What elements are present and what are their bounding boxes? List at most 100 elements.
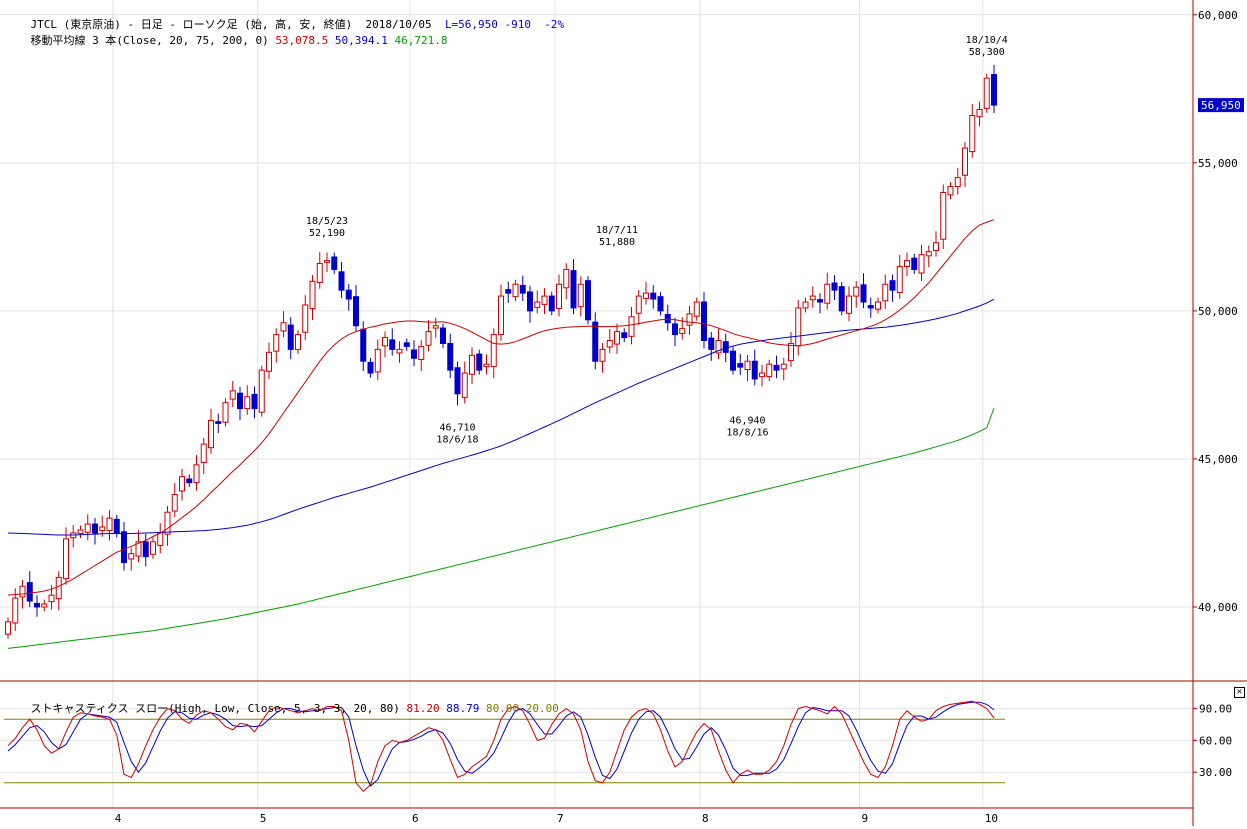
candle — [824, 272, 831, 310]
candle-body — [99, 526, 106, 532]
candle-body — [621, 332, 628, 339]
candle — [70, 524, 77, 548]
stoch-tick-label: 60.00 — [1199, 734, 1232, 747]
candle-body — [904, 260, 910, 267]
candle-body — [12, 597, 19, 624]
candle-body — [853, 286, 860, 297]
month-label: 8 — [702, 812, 709, 825]
candle-body — [135, 541, 142, 557]
candle-body — [505, 289, 512, 294]
candle-body — [150, 541, 156, 555]
candle-body — [875, 301, 881, 310]
candle — [316, 251, 323, 289]
candle-body — [541, 295, 548, 305]
candle-body — [701, 301, 707, 341]
candle-body — [585, 280, 591, 321]
candle — [954, 167, 961, 195]
candle-body — [92, 523, 98, 534]
candle-body — [795, 307, 802, 347]
candle — [309, 275, 316, 321]
candle-body — [432, 325, 439, 329]
candle — [541, 288, 548, 315]
candle-body — [157, 532, 164, 546]
price-tick-label: 40,000 — [1198, 601, 1238, 614]
candle — [592, 312, 599, 370]
candle — [55, 571, 62, 611]
close-panel-button[interactable]: ✕ — [1234, 687, 1245, 698]
candle-body — [469, 354, 475, 375]
chart-title: JTCL (東京原油) - 日足 - ローソク足 (始, 高, 安, 終値) — [30, 18, 353, 31]
candle-body — [679, 328, 686, 334]
stoch-d-line — [7, 701, 995, 787]
candle-body — [208, 419, 214, 449]
candle-body — [26, 582, 33, 602]
candle — [454, 361, 461, 406]
candle-body — [237, 392, 243, 410]
candle — [374, 339, 381, 380]
annotation-line1: 18/5/23 — [306, 216, 348, 227]
candle-body — [483, 363, 490, 368]
month-label: 4 — [115, 812, 122, 825]
candle — [164, 506, 171, 546]
candle — [730, 346, 736, 375]
candle — [519, 275, 526, 302]
candle-body — [353, 296, 359, 327]
candle-body — [715, 340, 722, 354]
candle-body — [331, 256, 338, 270]
candle-body — [476, 353, 483, 371]
candle — [585, 276, 591, 325]
candle — [650, 285, 657, 309]
candle-body — [106, 517, 113, 532]
candle — [838, 282, 845, 316]
candle — [295, 330, 301, 354]
candle-body — [730, 350, 736, 371]
month-label: 9 — [862, 812, 869, 825]
candle — [672, 317, 678, 347]
candle-body — [374, 348, 381, 373]
candle-body — [925, 251, 932, 257]
candle — [324, 252, 330, 273]
annotation-line1: 46,940 — [729, 415, 765, 426]
candle-body — [570, 270, 577, 309]
candle-body — [171, 493, 178, 512]
candle-body — [650, 292, 657, 300]
candle — [26, 571, 33, 608]
candle-body — [389, 339, 396, 350]
candle-body — [534, 301, 541, 308]
candle — [635, 289, 642, 325]
candle-body — [403, 342, 410, 347]
candle — [853, 280, 860, 308]
candle-body — [34, 602, 40, 608]
candle-body — [759, 372, 765, 378]
ma75-line — [7, 298, 995, 536]
candle-body — [635, 295, 642, 314]
candle-body — [41, 603, 48, 608]
candle-body — [84, 523, 91, 533]
candle — [925, 245, 932, 268]
stoch-k-value: 81.20 — [406, 702, 440, 715]
candle — [208, 408, 214, 454]
stochastic-panel — [4, 700, 1005, 793]
candle — [469, 347, 475, 385]
candle — [744, 355, 751, 382]
candle — [751, 349, 758, 386]
candle-body — [722, 341, 729, 353]
candle — [157, 523, 164, 554]
candle-body — [512, 283, 519, 298]
candle — [186, 474, 193, 488]
candle-body — [882, 283, 889, 302]
candle-body — [599, 348, 606, 362]
candle-body — [831, 282, 838, 291]
candle-body — [447, 342, 454, 371]
candle-body — [295, 334, 301, 350]
candle-body — [179, 476, 185, 492]
candle — [846, 286, 852, 322]
candle — [534, 290, 541, 314]
candle-body — [846, 295, 852, 314]
last-price: L=56,950 — [444, 18, 498, 31]
candle — [831, 275, 838, 300]
candle-body — [824, 283, 831, 304]
candle — [128, 547, 135, 571]
candle-body — [19, 585, 26, 598]
